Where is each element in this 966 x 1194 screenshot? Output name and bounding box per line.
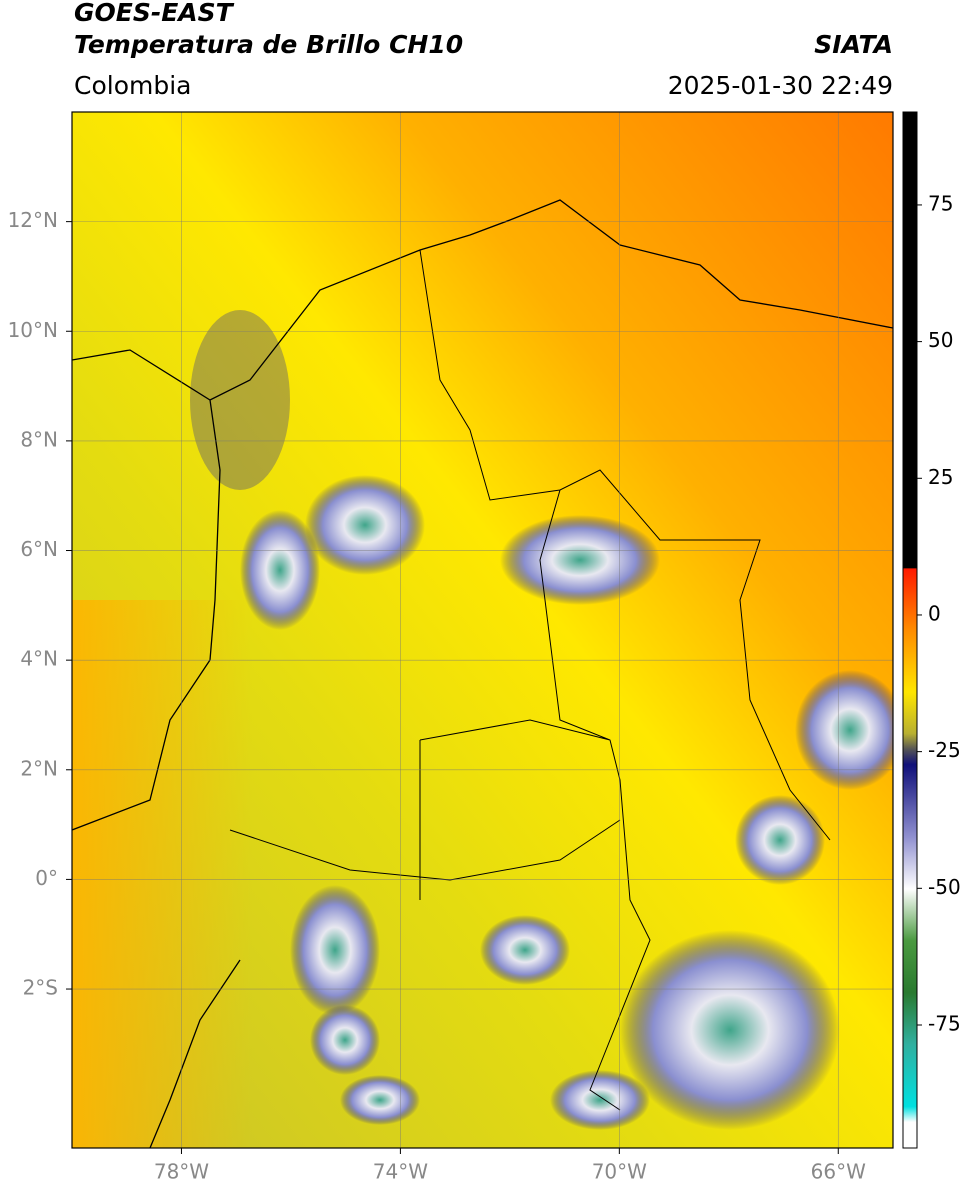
colorbar-tick-label: 0 bbox=[928, 601, 941, 625]
colorbar-tick-label: 25 bbox=[928, 465, 953, 489]
y-tick-label: 0° bbox=[35, 866, 58, 890]
y-tick-label: 10°N bbox=[8, 318, 58, 342]
region: Colombia bbox=[74, 71, 191, 100]
colorbar-tick-label: -25 bbox=[928, 738, 961, 762]
map-frame bbox=[71, 111, 894, 1149]
x-tick-label: 70°W bbox=[592, 1160, 647, 1184]
y-tick-label: 12°N bbox=[8, 208, 58, 232]
datetime: 2025-01-30 22:49 bbox=[668, 71, 893, 100]
y-tick-label: 2°N bbox=[20, 756, 58, 780]
source: SIATA bbox=[814, 30, 893, 59]
y-tick-label: 4°N bbox=[20, 647, 58, 671]
colorbar-tick-label: 75 bbox=[928, 191, 953, 215]
colorbar bbox=[902, 111, 918, 1149]
y-tick-label: 8°N bbox=[20, 427, 58, 451]
satellite-image bbox=[72, 112, 893, 1148]
colorbar-tick-label: -75 bbox=[928, 1011, 961, 1035]
title: GOES-EAST bbox=[74, 0, 235, 27]
grid bbox=[72, 112, 893, 1148]
y-tick-label: 2°S bbox=[23, 976, 58, 1000]
colorbar-tick-label: -50 bbox=[928, 875, 961, 899]
subtitle: Temperatura de Brillo CH10 bbox=[74, 30, 463, 59]
colorbar-tick-label: 50 bbox=[928, 328, 953, 352]
x-tick-label: 66°W bbox=[811, 1160, 866, 1184]
y-tick-label: 6°N bbox=[20, 537, 58, 561]
x-tick-label: 74°W bbox=[373, 1160, 428, 1184]
x-tick-label: 78°W bbox=[154, 1160, 209, 1184]
